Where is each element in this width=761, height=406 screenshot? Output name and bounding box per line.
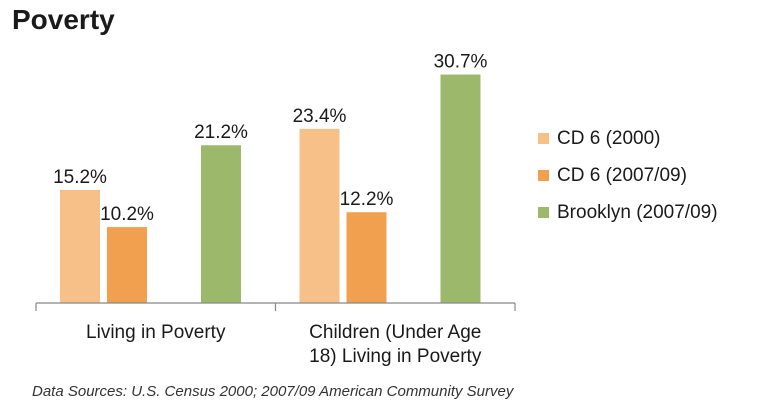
legend: CD 6 (2000) CD 6 (2007/09) Brooklyn (200… [538, 120, 718, 231]
bar-1-1 [60, 189, 100, 303]
legend-swatch-cd6-2000 [538, 133, 549, 144]
category-label-2-line-2: 18) Living in Poverty [309, 346, 482, 367]
legend-item-cd6-2007-09: CD 6 (2007/09) [538, 157, 718, 194]
data-label-3-1: 21.2% [194, 122, 248, 143]
bar-1-2 [299, 128, 340, 303]
legend-label-cd6-2000: CD 6 (2000) [557, 127, 661, 149]
legend-label-cd6-2007-09: CD 6 (2007/09) [557, 164, 687, 186]
legend-swatch-cd6-2007-09 [538, 170, 549, 181]
bar-2-2 [346, 212, 387, 303]
category-label-2-line-1: Children (Under Age [309, 322, 481, 343]
data-label-1-2: 23.4% [293, 106, 347, 127]
legend-item-brooklyn-2007-09: Brooklyn (2007/09) [538, 194, 718, 231]
legend-swatch-brooklyn-2007-09 [538, 207, 549, 218]
data-label-2-1: 10.2% [100, 204, 154, 225]
bar-3-1 [201, 145, 241, 303]
chart-title: Poverty [12, 4, 115, 35]
data-label-1-1: 15.2% [53, 167, 107, 188]
legend-item-cd6-2000: CD 6 (2000) [538, 120, 718, 157]
data-label-2-2: 12.2% [340, 189, 394, 210]
legend-label-brooklyn-2007-09: Brooklyn (2007/09) [557, 201, 718, 223]
bar-3-2 [440, 74, 481, 304]
category-label-1-line-1: Living in Poverty [86, 322, 226, 343]
data-source-note: Data Sources: U.S. Census 2000; 2007/09 … [32, 383, 514, 400]
bar-2-1 [107, 227, 147, 303]
data-label-3-2: 30.7% [434, 52, 488, 73]
